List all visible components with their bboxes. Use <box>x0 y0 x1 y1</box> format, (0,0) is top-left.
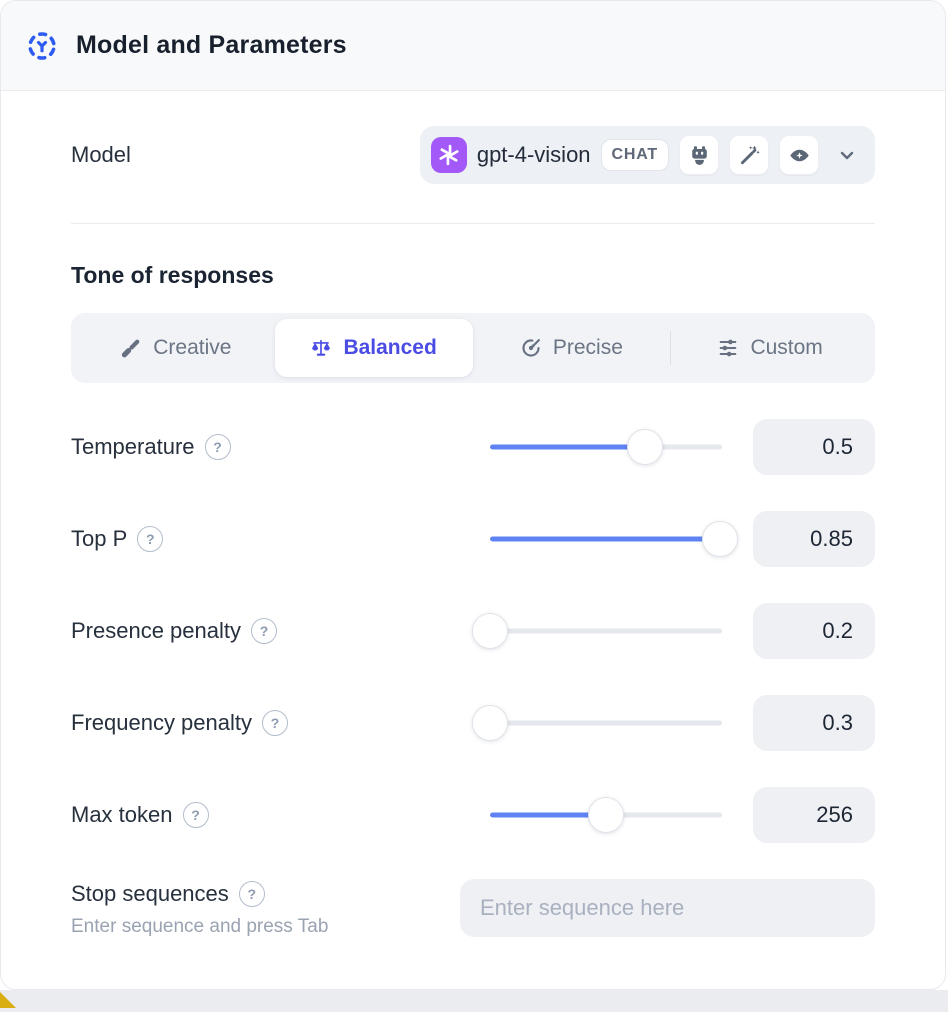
tab-precise[interactable]: Precise <box>473 319 671 377</box>
param-label: Temperature ? <box>71 434 490 460</box>
gold-corner-accent <box>0 992 16 1008</box>
temperature-value: 0.5 <box>753 419 875 475</box>
top-p-value: 0.85 <box>753 511 875 567</box>
openai-logo-icon <box>430 137 467 173</box>
section-divider <box>71 223 875 224</box>
param-label-text: Max token <box>71 802 173 827</box>
stop-sequences-labels: Stop sequences ? Enter sequence and pres… <box>71 879 460 938</box>
stop-sequences-label-text: Stop sequences <box>71 881 229 906</box>
model-label: Model <box>71 142 131 167</box>
tab-balanced[interactable]: Balanced <box>274 319 473 377</box>
slider-thumb[interactable] <box>588 797 624 833</box>
param-label: Max token ? <box>71 802 490 828</box>
model-select-dropdown[interactable]: gpt-4-vision CHAT <box>419 126 875 184</box>
help-icon[interactable]: ? <box>238 881 265 907</box>
help-icon[interactable]: ? <box>251 618 277 644</box>
frequency-penalty-value: 0.3 <box>753 695 875 751</box>
slider-thumb[interactable] <box>627 429 664 465</box>
param-row-top-p: Top P ? 0.85 <box>71 511 875 567</box>
param-row-temperature: Temperature ? 0.5 <box>71 419 875 475</box>
param-label: Frequency penalty ? <box>71 710 490 736</box>
settings-card: Model and Parameters Model <box>0 0 946 990</box>
balance-scale-icon <box>310 337 332 359</box>
param-row-frequency-penalty: Frequency penalty ? 0.3 <box>71 695 875 751</box>
param-label-text: Temperature <box>71 434 195 459</box>
tab-creative[interactable]: Creative <box>77 319 275 377</box>
help-icon[interactable]: ? <box>182 802 209 828</box>
param-label: Top P ? <box>71 526 490 552</box>
stop-sequences-label: Stop sequences ? <box>71 881 460 907</box>
slider-thumb[interactable] <box>472 705 508 741</box>
slider-thumb[interactable] <box>701 521 738 557</box>
param-row-max-token: Max token ? 256 <box>71 787 875 843</box>
robot-icon <box>679 135 719 175</box>
help-icon[interactable]: ? <box>137 526 164 552</box>
tab-separator <box>670 331 672 365</box>
slider-fill <box>490 536 720 542</box>
slider-fill <box>490 812 606 818</box>
tone-heading: Tone of responses <box>71 262 274 288</box>
param-label-text: Top P <box>71 526 128 551</box>
tab-label: Custom <box>750 336 823 359</box>
stop-sequences-hint: Enter sequence and press Tab <box>71 916 329 937</box>
help-icon[interactable]: ? <box>204 434 231 460</box>
model-hub-icon <box>26 30 58 62</box>
tab-custom[interactable]: Custom <box>671 319 869 377</box>
param-row-presence-penalty: Presence penalty ? 0.2 <box>71 603 875 659</box>
max-token-slider[interactable] <box>490 797 722 833</box>
slider-track <box>490 536 722 542</box>
top-p-slider[interactable] <box>490 521 738 557</box>
chat-type-badge: CHAT <box>600 139 669 171</box>
slider-track <box>490 444 722 450</box>
page-title: Model and Parameters <box>76 31 347 59</box>
model-row: Model <box>71 126 875 184</box>
param-label-text: Presence penalty <box>71 618 241 643</box>
help-icon[interactable]: ? <box>262 710 288 736</box>
card-header: Model and Parameters <box>1 1 945 91</box>
frequency-penalty-slider[interactable] <box>472 705 722 741</box>
stop-sequence-input[interactable] <box>460 879 875 937</box>
presence-penalty-value: 0.2 <box>753 603 875 659</box>
target-icon <box>520 337 542 359</box>
model-name: gpt-4-vision <box>476 142 591 167</box>
tone-tab-group: Creative Balanced <box>71 313 875 383</box>
chevron-down-icon <box>835 143 859 167</box>
param-label: Presence penalty ? <box>71 618 490 644</box>
slider-thumb[interactable] <box>472 613 508 649</box>
tab-label: Precise <box>552 336 623 359</box>
max-token-value: 256 <box>753 787 875 843</box>
presence-penalty-slider[interactable] <box>472 613 722 649</box>
sliders-icon <box>717 337 739 359</box>
stop-sequences-row: Stop sequences ? Enter sequence and pres… <box>71 879 875 938</box>
card-body: Model <box>1 126 945 938</box>
param-label-text: Frequency penalty <box>71 710 252 735</box>
paintbrush-icon <box>120 337 142 359</box>
slider-track <box>490 720 722 726</box>
background-strip <box>0 990 948 1012</box>
magic-wand-icon <box>729 135 769 175</box>
slider-track <box>490 628 722 634</box>
slider-fill <box>490 444 646 450</box>
tab-label: Balanced <box>343 336 437 359</box>
temperature-slider[interactable] <box>490 429 722 465</box>
tab-label: Creative <box>153 336 232 359</box>
vision-eye-icon <box>779 135 819 175</box>
